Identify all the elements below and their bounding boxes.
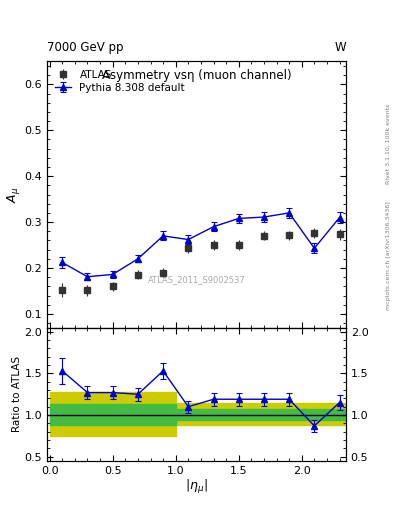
Text: 7000 GeV pp: 7000 GeV pp <box>47 41 124 54</box>
Y-axis label: Ratio to ATLAS: Ratio to ATLAS <box>12 356 22 432</box>
Text: mcplots.cern.ch [arXiv:1306.3436]: mcplots.cern.ch [arXiv:1306.3436] <box>386 202 391 310</box>
Text: Rivet 3.1.10, 100k events: Rivet 3.1.10, 100k events <box>386 103 391 183</box>
X-axis label: $|\eta_\mu|$: $|\eta_\mu|$ <box>185 478 208 497</box>
Text: W: W <box>334 41 346 54</box>
Legend: ATLAS, Pythia 8.308 default: ATLAS, Pythia 8.308 default <box>52 67 188 96</box>
Text: ATLAS_2011_S9002537: ATLAS_2011_S9002537 <box>148 275 245 284</box>
Text: Asymmetry vsη (muon channel): Asymmetry vsη (muon channel) <box>102 70 291 82</box>
Y-axis label: $A_\mu$: $A_\mu$ <box>5 186 22 203</box>
